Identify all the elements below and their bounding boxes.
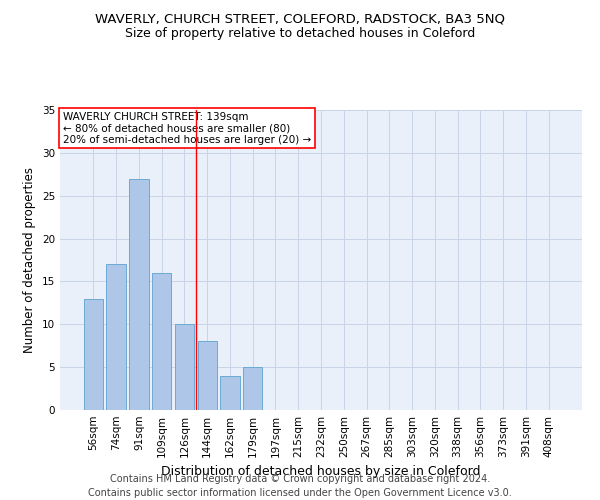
Bar xyxy=(220,376,239,410)
Bar xyxy=(129,178,149,410)
Y-axis label: Number of detached properties: Number of detached properties xyxy=(23,167,37,353)
Text: Contains HM Land Registry data © Crown copyright and database right 2024.
Contai: Contains HM Land Registry data © Crown c… xyxy=(88,474,512,498)
Bar xyxy=(243,367,262,410)
X-axis label: Distribution of detached houses by size in Coleford: Distribution of detached houses by size … xyxy=(161,466,481,478)
Bar xyxy=(84,298,103,410)
Text: Size of property relative to detached houses in Coleford: Size of property relative to detached ho… xyxy=(125,28,475,40)
Text: WAVERLY, CHURCH STREET, COLEFORD, RADSTOCK, BA3 5NQ: WAVERLY, CHURCH STREET, COLEFORD, RADSTO… xyxy=(95,12,505,26)
Bar xyxy=(152,273,172,410)
Bar xyxy=(197,342,217,410)
Text: WAVERLY CHURCH STREET: 139sqm
← 80% of detached houses are smaller (80)
20% of s: WAVERLY CHURCH STREET: 139sqm ← 80% of d… xyxy=(62,112,311,144)
Bar xyxy=(106,264,126,410)
Bar xyxy=(175,324,194,410)
